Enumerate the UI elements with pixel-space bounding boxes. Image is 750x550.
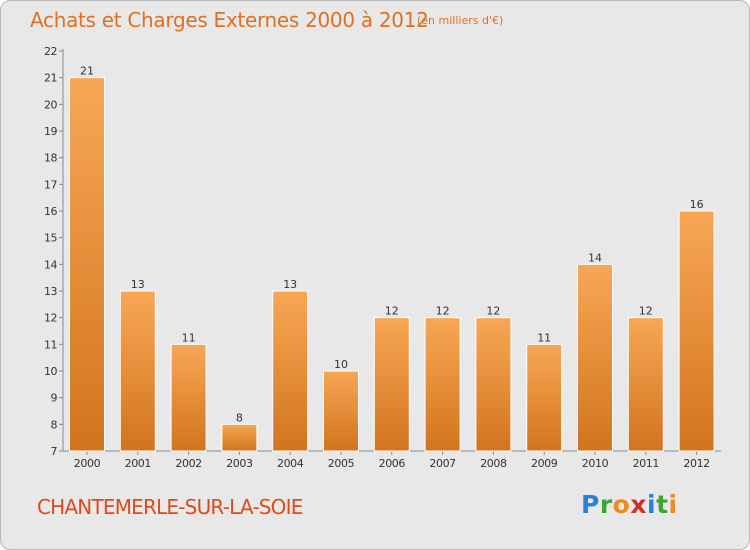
y-tick-label: 14 <box>44 258 57 271</box>
bar-value-label: 12 <box>639 305 653 318</box>
proxiti-logo: Proxiti <box>581 490 678 519</box>
y-tick-label: 13 <box>44 285 57 298</box>
x-tick-label: 2011 <box>633 457 659 470</box>
bar-value-label: 13 <box>283 278 297 291</box>
bar <box>475 317 512 452</box>
bar <box>424 317 461 452</box>
bar <box>627 317 664 452</box>
bar-value-label: 11 <box>537 331 551 344</box>
x-tick-label: 2010 <box>582 457 609 470</box>
bar <box>170 343 207 452</box>
x-tick-label: 2009 <box>531 457 558 470</box>
bar-value-label: 13 <box>131 278 145 291</box>
bar <box>69 77 105 452</box>
bar-value-label: 11 <box>182 331 196 344</box>
y-tick-label: 22 <box>44 45 57 58</box>
bar-value-label: 14 <box>588 251 602 264</box>
y-tick-label: 8 <box>51 418 58 431</box>
bar-value-label: 10 <box>334 358 348 371</box>
x-tick-label: 2001 <box>125 457 151 470</box>
y-tick-label: 17 <box>44 178 57 191</box>
bar-value-label: 12 <box>385 305 399 318</box>
town-name: CHANTEMERLE-SUR-LA-SOIE <box>37 495 303 519</box>
bar <box>373 317 410 452</box>
logo-letter: t <box>656 490 669 519</box>
y-tick-label: 15 <box>44 232 57 245</box>
x-tick-label: 2012 <box>683 457 709 470</box>
x-tick-label: 2004 <box>277 457 304 470</box>
y-tick-label: 20 <box>44 98 57 111</box>
logo-letter: x <box>630 490 647 519</box>
bar-value-label: 12 <box>436 305 450 318</box>
y-tick-label: 9 <box>51 392 58 405</box>
bar <box>221 423 258 452</box>
bar <box>526 343 563 452</box>
x-tick-label: 2005 <box>328 457 355 470</box>
x-tick-label: 2008 <box>480 457 507 470</box>
x-tick-label: 2006 <box>379 457 406 470</box>
y-tick-label: 18 <box>44 152 57 165</box>
y-tick-label: 19 <box>44 125 57 138</box>
y-tick-label: 7 <box>51 445 58 458</box>
chart-title: Achats et Charges Externes 2000 à 2012 <box>30 8 429 32</box>
y-tick-label: 11 <box>44 338 57 351</box>
bar-value-label: 21 <box>80 65 94 78</box>
logo-letter: P <box>581 490 600 519</box>
bar <box>119 290 156 452</box>
y-tick-label: 16 <box>44 205 57 218</box>
x-tick-label: 2000 <box>74 457 101 470</box>
x-tick-label: 2007 <box>429 457 456 470</box>
y-tick-label: 12 <box>44 312 57 325</box>
logo-letter: r <box>599 490 613 519</box>
bar <box>323 370 359 452</box>
bar-value-label: 8 <box>236 411 243 424</box>
chart-subtitle: (en milliers d'€) <box>417 14 504 27</box>
logo-letter: i <box>647 490 657 519</box>
bar <box>272 290 309 452</box>
bar <box>678 210 715 452</box>
x-tick-label: 2002 <box>175 457 201 470</box>
bar-value-label: 12 <box>486 305 500 318</box>
y-tick-label: 21 <box>44 72 57 85</box>
y-tick-label: 10 <box>44 365 57 378</box>
x-tick-label: 2003 <box>226 457 253 470</box>
logo-letter: o <box>612 490 631 519</box>
bar-value-label: 16 <box>690 198 704 211</box>
bar <box>577 263 613 452</box>
logo-letter: i <box>668 490 678 519</box>
